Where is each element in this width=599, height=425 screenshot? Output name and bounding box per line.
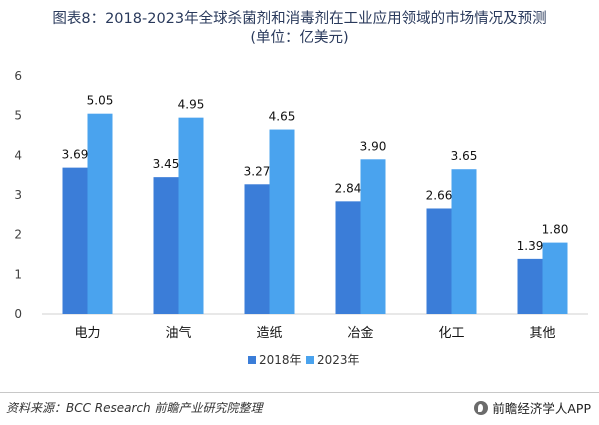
bar: [87, 113, 113, 314]
data-label: 4.65: [269, 110, 296, 124]
y-tick-label: 6: [14, 69, 22, 83]
bar: [335, 201, 361, 314]
brand: 前瞻经济学人APP: [474, 398, 591, 417]
chart-title: 图表8：2018-2023年全球杀菌剂和消毒剂在工业应用领域的市场情况及预测 (…: [0, 10, 599, 48]
data-label: 3.90: [360, 139, 387, 153]
bar-chart: 0 1 2 3 4 5 6 3.69 5.05 电力 3.45 4.95 油气 3.27 4.65 造纸 2.8…: [14, 69, 588, 367]
bar: [62, 167, 88, 314]
data-label: 3.69: [62, 148, 89, 162]
x-tick-label: 造纸: [256, 326, 282, 341]
bar: [360, 159, 386, 314]
y-tick-label: 1: [14, 267, 22, 281]
bar: [153, 177, 179, 314]
x-tick-label: 其他: [529, 326, 555, 341]
source-text: 资料来源：BCC Research 前瞻产业研究院整理: [6, 401, 263, 415]
data-label: 2.66: [426, 188, 453, 202]
data-label: 3.45: [153, 157, 180, 171]
x-tick-label: 化工: [438, 326, 464, 341]
title-line-2: (单位：亿美元): [250, 30, 349, 46]
brand-name: 前瞻经济学人APP: [492, 401, 591, 416]
y-tick-label: 0: [14, 307, 22, 321]
x-tick-label: 油气: [165, 325, 191, 341]
footer: 资料来源：BCC Research 前瞻产业研究院整理 前瞻经济学人APP: [0, 392, 599, 425]
title-line-1: 图表8：2018-2023年全球杀菌剂和消毒剂在工业应用领域的市场情况及预测: [52, 11, 547, 27]
bar: [542, 242, 568, 314]
footer-divider: [0, 392, 599, 393]
bar: [451, 169, 477, 314]
brand-logo-icon: [474, 400, 489, 415]
y-tick-label: 5: [14, 109, 22, 123]
legend-swatch: [248, 356, 256, 364]
y-tick-label: 4: [14, 148, 22, 162]
y-tick-label: 3: [14, 188, 22, 202]
bar: [269, 129, 295, 314]
bar: [517, 258, 543, 314]
bar: [178, 117, 204, 315]
data-label: 4.95: [178, 98, 205, 112]
legend-label: 2018年: [259, 353, 302, 367]
data-label: 5.05: [87, 94, 114, 108]
y-tick-label: 2: [14, 228, 22, 242]
data-label: 1.39: [517, 239, 544, 253]
data-label: 2.84: [335, 181, 362, 195]
x-tick-label: 冶金: [347, 325, 373, 341]
x-tick-label: 电力: [74, 326, 100, 341]
data-label: 3.27: [244, 164, 271, 178]
legend-swatch: [306, 356, 314, 364]
data-label: 1.80: [542, 223, 569, 237]
bar: [426, 208, 452, 314]
legend-label: 2023年: [317, 353, 360, 367]
bar: [244, 184, 270, 314]
data-label: 3.65: [451, 149, 478, 163]
